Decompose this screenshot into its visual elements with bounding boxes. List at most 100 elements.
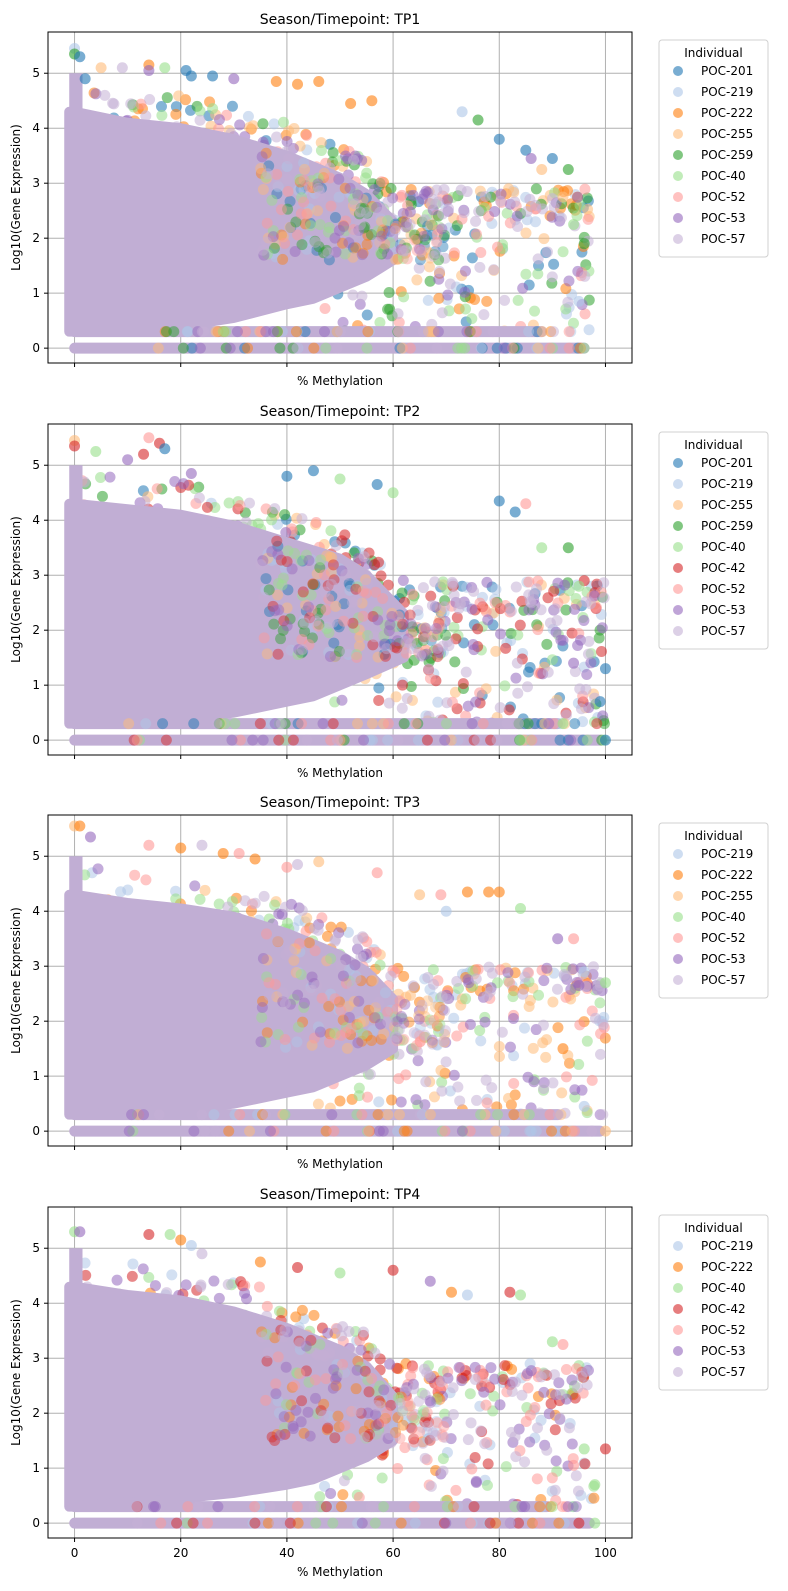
data-point-poc-57 bbox=[430, 247, 442, 259]
data-point-poc-52 bbox=[309, 1374, 321, 1386]
data-point-poc-40 bbox=[417, 1405, 429, 1417]
data-point-poc-57 bbox=[422, 1420, 434, 1432]
data-point-poc-40 bbox=[407, 1042, 419, 1054]
data-point-poc-57 bbox=[192, 1501, 204, 1513]
data-point-poc-219 bbox=[518, 1022, 530, 1034]
data-point-poc-53 bbox=[421, 648, 433, 660]
data-point-poc-42 bbox=[548, 585, 560, 597]
data-point-poc-259 bbox=[376, 248, 388, 260]
data-point-poc-57 bbox=[260, 236, 272, 248]
data-point-poc-219 bbox=[285, 644, 297, 656]
data-point-poc-57 bbox=[413, 262, 425, 274]
legend-marker-poc-57 bbox=[673, 975, 683, 985]
data-point-poc-201 bbox=[425, 634, 437, 646]
data-point-poc-53 bbox=[303, 554, 315, 566]
data-point-poc-222 bbox=[285, 1399, 297, 1411]
data-point-poc-259 bbox=[378, 243, 390, 255]
data-point-poc-57 bbox=[531, 583, 543, 595]
data-point-poc-259 bbox=[429, 249, 441, 261]
legend: IndividualPOC-201POC-219POC-255POC-259PO… bbox=[658, 431, 769, 650]
data-point-poc-52 bbox=[523, 576, 535, 588]
y-tick-label: 1 bbox=[32, 1461, 40, 1475]
outlier-point-poc-259 bbox=[562, 163, 574, 175]
data-point-poc-57 bbox=[582, 648, 594, 660]
axes-frame bbox=[47, 423, 633, 756]
data-point-poc-53 bbox=[378, 1384, 390, 1396]
data-point-poc-53 bbox=[398, 1017, 410, 1029]
data-point-poc-52 bbox=[480, 1399, 492, 1411]
data-point-poc-52 bbox=[508, 1077, 520, 1089]
legend-label-poc-57: POC-57 bbox=[701, 624, 746, 638]
data-point-poc-40 bbox=[424, 1014, 436, 1026]
outlier-point-poc-201 bbox=[79, 73, 91, 85]
data-point-poc-53 bbox=[478, 1386, 490, 1398]
data-point-poc-222 bbox=[308, 1309, 320, 1321]
outlier-point-poc-57 bbox=[116, 62, 128, 74]
data-point-poc-219 bbox=[361, 1032, 373, 1044]
data-point-poc-53 bbox=[266, 546, 278, 558]
outlier-point-poc-40 bbox=[334, 473, 346, 485]
data-point-poc-57 bbox=[560, 709, 572, 721]
data-point-poc-57 bbox=[447, 578, 459, 590]
data-point-poc-222 bbox=[398, 970, 410, 982]
data-point-poc-57 bbox=[390, 1031, 402, 1043]
data-point-poc-255 bbox=[123, 718, 135, 730]
data-point-poc-53 bbox=[337, 316, 349, 328]
data-point-poc-40 bbox=[295, 969, 307, 981]
legend-marker-poc-53 bbox=[673, 605, 683, 615]
data-point-poc-42 bbox=[297, 586, 309, 598]
data-point-poc-53 bbox=[104, 471, 116, 483]
data-point-poc-52 bbox=[489, 597, 501, 609]
data-point-poc-259 bbox=[409, 229, 421, 241]
data-point-poc-219 bbox=[262, 548, 274, 560]
data-point-poc-222 bbox=[552, 1022, 564, 1034]
data-point-poc-259 bbox=[440, 629, 452, 641]
data-point-poc-40 bbox=[372, 606, 384, 618]
data-point-poc-42 bbox=[408, 1433, 420, 1445]
data-point-poc-40 bbox=[292, 1367, 304, 1379]
data-point-poc-53 bbox=[543, 1408, 555, 1420]
data-point-poc-53 bbox=[572, 639, 584, 651]
outlier-point-poc-57 bbox=[196, 839, 208, 851]
legend-label-poc-53: POC-53 bbox=[701, 603, 746, 617]
data-point-poc-57 bbox=[452, 1501, 464, 1513]
data-point-poc-52 bbox=[271, 168, 283, 180]
data-point-poc-201 bbox=[155, 101, 167, 113]
data-point-poc-57 bbox=[340, 569, 352, 581]
outlier-point-poc-52 bbox=[568, 1459, 580, 1471]
data-point-poc-259 bbox=[411, 638, 423, 650]
data-point-poc-57 bbox=[495, 195, 507, 207]
data-point-poc-57 bbox=[516, 1389, 528, 1401]
data-point-poc-219 bbox=[268, 118, 280, 130]
data-point-poc-42 bbox=[171, 1517, 183, 1529]
data-point-poc-52 bbox=[413, 647, 425, 659]
outlier-point-poc-201 bbox=[159, 443, 171, 455]
data-point-poc-57 bbox=[420, 1076, 432, 1088]
data-point-poc-259 bbox=[313, 241, 325, 253]
data-point-poc-42 bbox=[359, 1365, 371, 1377]
data-point-poc-52 bbox=[424, 672, 436, 684]
data-point-poc-40 bbox=[323, 221, 335, 233]
data-point-poc-201 bbox=[284, 195, 296, 207]
data-point-poc-40 bbox=[492, 1109, 504, 1121]
data-point-poc-219 bbox=[293, 184, 305, 196]
data-point-poc-219 bbox=[411, 642, 423, 654]
data-point-poc-42 bbox=[457, 678, 469, 690]
data-point-poc-52 bbox=[390, 220, 402, 232]
data-point-poc-219 bbox=[433, 1022, 445, 1034]
outlier-point-poc-53 bbox=[525, 152, 537, 164]
outlier-point-poc-255 bbox=[599, 1125, 611, 1137]
data-point-poc-201 bbox=[380, 225, 392, 237]
y-tick-label: 0 bbox=[32, 1124, 40, 1138]
data-point-poc-42 bbox=[397, 618, 409, 630]
data-point-poc-52 bbox=[398, 1033, 410, 1045]
data-point-poc-222 bbox=[469, 293, 481, 305]
data-point-poc-53 bbox=[462, 700, 474, 712]
y-tick-label: 5 bbox=[32, 1241, 40, 1255]
data-point-poc-40 bbox=[433, 624, 445, 636]
data-point-poc-52 bbox=[532, 624, 544, 636]
data-point-poc-201 bbox=[548, 258, 560, 270]
data-point-poc-52 bbox=[392, 1462, 404, 1474]
data-point-poc-40 bbox=[325, 525, 337, 537]
data-point-poc-40 bbox=[372, 1011, 384, 1023]
